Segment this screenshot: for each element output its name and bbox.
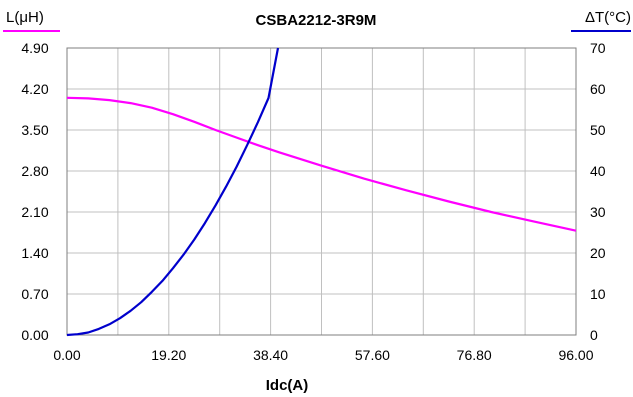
y-right-tick-label: 20 [590,245,606,261]
y-right-tick-label: 30 [590,204,606,220]
y-left-tick-label: 2.10 [21,204,48,220]
x-tick-label: 19.20 [151,347,186,363]
series-layer [66,47,577,337]
y-left-tick-label: 3.50 [21,122,48,138]
x-tick-label: 57.60 [355,347,390,363]
y-right-tick-label: 40 [590,163,606,179]
y-right-axis-label: ΔT(°C) [585,9,631,26]
chart-title: CSBA2212-3R9M [256,12,377,29]
y-right-tick-label: 70 [590,40,606,56]
x-tick-labels: 0.00 19.20 38.40 57.60 76.80 96.00 [53,347,593,363]
grid [67,48,576,335]
y-left-tick-label: 4.20 [21,81,48,97]
y-right-tick-label: 0 [590,327,598,343]
x-tick-label: 38.40 [253,347,288,363]
y-left-tick-label: 0.00 [21,327,48,343]
y-left-axis-label: L(μH) [6,9,44,26]
x-tick-label: 0.00 [53,347,80,363]
x-axis-label: Idc(A) [266,377,309,394]
series-line-temperature-rise [66,47,280,337]
y-right-tick-labels: 0 10 20 30 40 50 60 70 [590,40,606,343]
series-line-inductance [66,96,577,232]
x-tick-label: 76.80 [457,347,492,363]
plot-frame [66,47,577,336]
y-left-tick-label: 2.80 [21,163,48,179]
x-tick-label: 96.00 [558,347,593,363]
y-left-tick-label: 1.40 [21,245,48,261]
y-left-tick-labels: 0.00 0.70 1.40 2.10 2.80 3.50 4.20 4.90 [21,40,48,343]
y-right-tick-label: 10 [590,286,606,302]
y-left-tick-label: 0.70 [21,286,48,302]
y-right-tick-label: 60 [590,81,606,97]
y-left-tick-label: 4.90 [21,40,48,56]
y-right-tick-label: 50 [590,122,606,138]
